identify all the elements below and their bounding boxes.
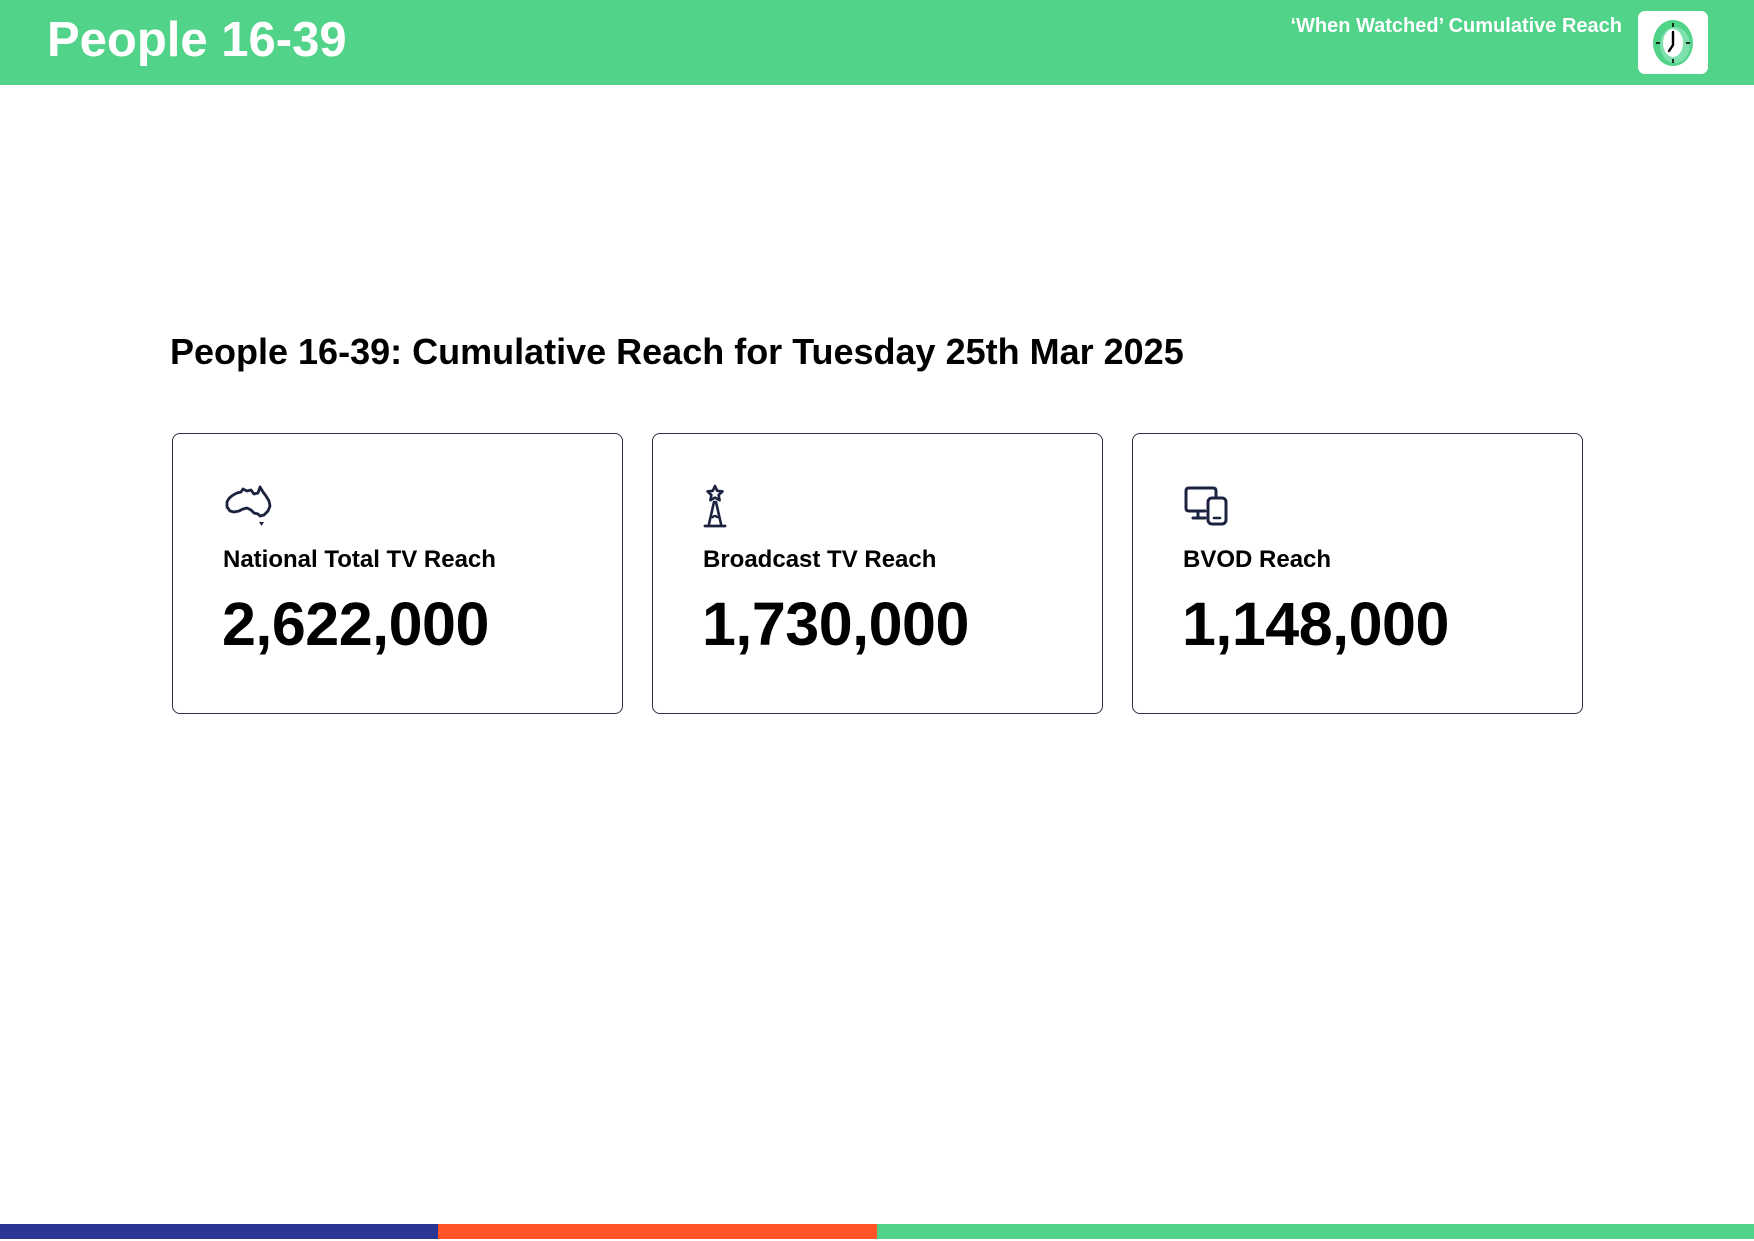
header-title: People 16-39	[47, 13, 347, 67]
card-broadcast-tv-reach: Broadcast TV Reach 1,730,000	[652, 433, 1103, 714]
card-national-total-tv-reach: National Total TV Reach 2,622,000	[172, 433, 623, 714]
card-label: Broadcast TV Reach	[703, 546, 937, 573]
card-value: 1,148,000	[1182, 590, 1449, 658]
card-label: National Total TV Reach	[223, 546, 496, 573]
header-subtitle: ‘When Watched’ Cumulative Reach	[1290, 15, 1622, 37]
card-value: 2,622,000	[222, 590, 489, 658]
header-banner: People 16-39 ‘When Watched’ Cumulative R…	[0, 0, 1754, 85]
footer-color-bar	[0, 1224, 1754, 1239]
footer-segment-navy	[0, 1224, 438, 1239]
broadcast-tower-icon	[703, 484, 753, 530]
card-label: BVOD Reach	[1183, 546, 1332, 573]
report-title: People 16-39: Cumulative Reach for Tuesd…	[170, 331, 1184, 372]
clock-icon	[1638, 11, 1708, 74]
card-bvod-reach: BVOD Reach 1,148,000	[1132, 433, 1583, 714]
australia-map-icon	[223, 484, 273, 530]
card-value: 1,730,000	[702, 590, 969, 658]
footer-segment-orange	[438, 1224, 877, 1239]
devices-icon	[1183, 484, 1233, 530]
footer-segment-green	[877, 1224, 1754, 1239]
